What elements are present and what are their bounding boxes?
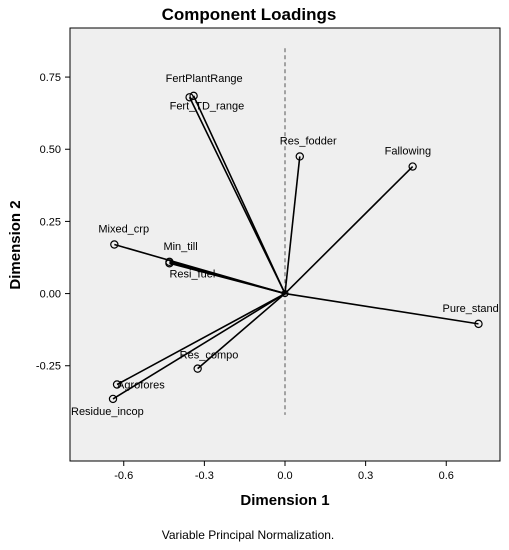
- loading-vectors: [112, 95, 479, 400]
- y-tick-label: -0.25: [36, 361, 61, 373]
- loading-marker: [108, 394, 118, 404]
- loading-vector: [284, 292, 479, 325]
- y-tick-label: 0.75: [40, 72, 61, 84]
- point-labels: FertPlantRange Fert_TD_range Res_fodder Fal…: [71, 73, 499, 418]
- origin-marker: [281, 289, 289, 298]
- loading-vector: [284, 165, 414, 295]
- loading-vector: [188, 96, 286, 294]
- loading-vector: [169, 262, 286, 295]
- point-label: FertPlantRange: [166, 73, 243, 85]
- loading-marker: [474, 319, 483, 329]
- loading-vector: [112, 292, 286, 400]
- loading-markers: [108, 91, 483, 404]
- loading-vector: [284, 156, 301, 294]
- loading-vector: [116, 292, 286, 386]
- loading-marker: [165, 259, 174, 268]
- chart-title: Component Loadings: [162, 5, 337, 24]
- point-label: Agrofores: [117, 380, 165, 392]
- y-axis-title: Dimension 2: [7, 200, 24, 289]
- point-label: Fert_TD_range: [170, 100, 245, 112]
- y-tick-label: 0.50: [40, 144, 61, 156]
- y-tick-label: 0.00: [40, 289, 61, 301]
- x-tick-label: 0.6: [439, 470, 454, 482]
- point-label: Residue_incop: [71, 406, 144, 418]
- point-label: Resi_fuel: [169, 268, 215, 280]
- x-tick-label: -0.3: [195, 470, 214, 482]
- y-tick-label: 0.25: [40, 216, 61, 228]
- point-label: Res_compo: [180, 350, 239, 362]
- x-tick-label: -0.6: [114, 470, 133, 482]
- loading-marker: [110, 240, 119, 249]
- point-label: Mixed_crp: [98, 224, 149, 236]
- x-tick-label: 0.3: [358, 470, 373, 482]
- loading-marker: [193, 364, 202, 373]
- loading-marker: [185, 93, 194, 102]
- axes-layer: -0.6 -0.3 0.0 0.3 0.6 0.75 0.50 0.25 0.00 -0.25: [36, 48, 454, 482]
- point-label: Pure_stand: [443, 303, 499, 315]
- loading-vector: [197, 292, 286, 370]
- loading-marker: [112, 380, 122, 389]
- point-label: Min_till: [163, 241, 197, 253]
- loading-marker: [295, 152, 304, 161]
- loading-marker: [408, 162, 417, 171]
- chart-footnote: Variable Principal Normalization.: [162, 528, 335, 542]
- x-tick-label: 0.0: [277, 470, 292, 482]
- point-label: Res_fodder: [280, 135, 337, 147]
- x-axis-title: Dimension 1: [240, 492, 329, 509]
- point-label: Fallowing: [385, 146, 431, 158]
- loading-marker: [189, 91, 198, 101]
